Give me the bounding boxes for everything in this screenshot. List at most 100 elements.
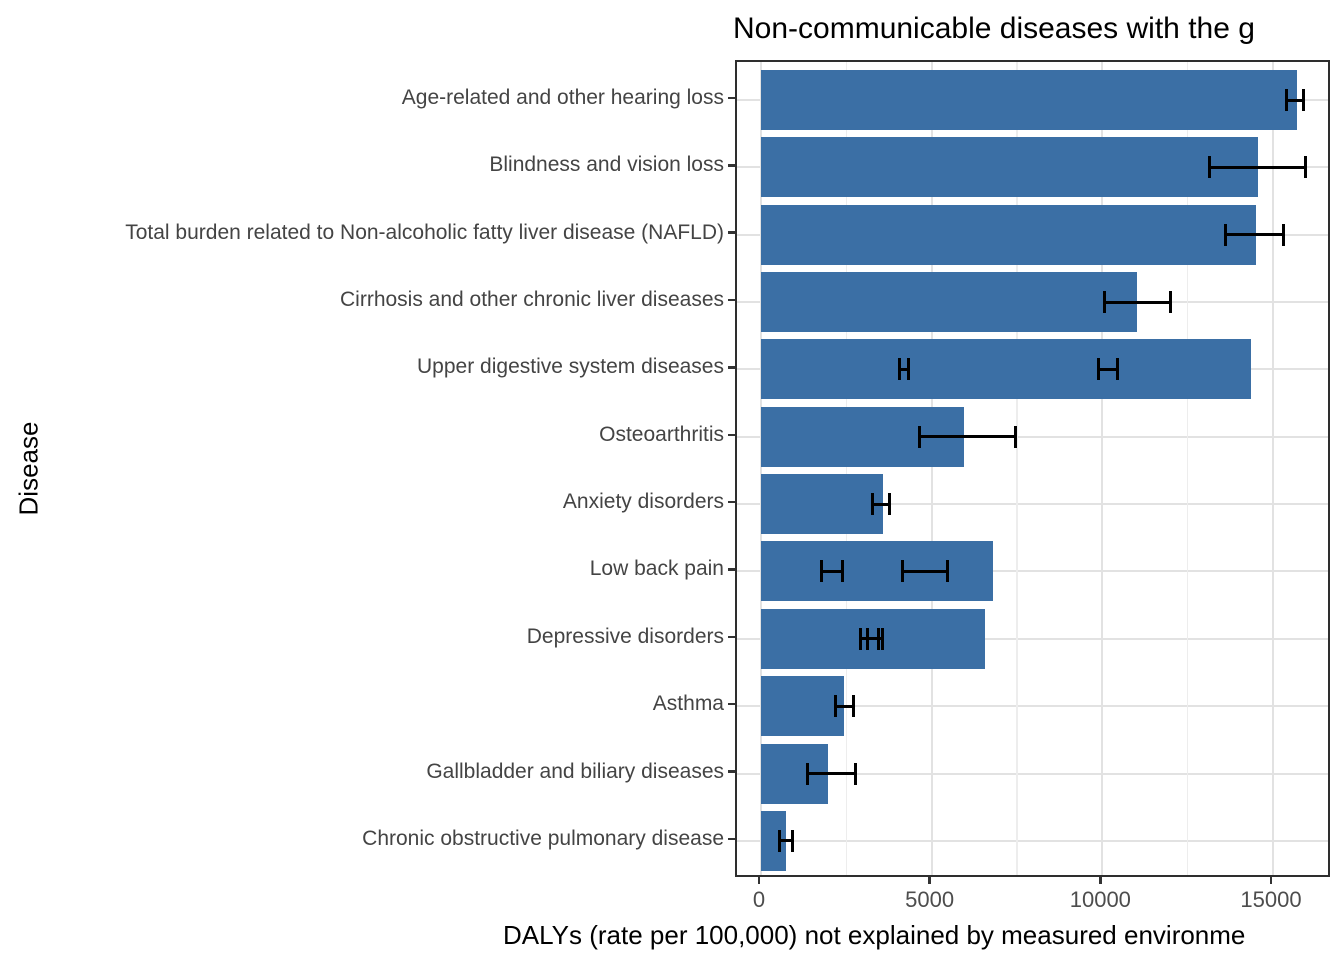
- x-tick: [757, 877, 761, 884]
- x-tick: [1099, 877, 1102, 884]
- bar: [761, 676, 845, 737]
- bar: [761, 272, 1138, 333]
- y-tick: [728, 568, 735, 571]
- y-tick: [728, 635, 735, 639]
- errorbar-cap-right: [906, 358, 910, 381]
- y-category-label: Depressive disorders: [526, 624, 724, 648]
- y-tick: [728, 837, 735, 841]
- errorbar-line: [1104, 300, 1171, 304]
- errorbar-cap-left: [805, 762, 809, 785]
- errorbar-line: [902, 569, 948, 573]
- errorbar-line: [867, 637, 883, 641]
- y-category-label: Low back pain: [589, 557, 724, 581]
- errorbar-cap-left: [871, 493, 875, 516]
- x-axis-title: DALYs (rate per 100,000) not explained b…: [503, 920, 1246, 950]
- errorbar-cap-right: [887, 493, 891, 516]
- errorbar-cap-left: [900, 560, 904, 583]
- y-category-label: Blindness and vision loss: [489, 153, 724, 177]
- y-tick: [728, 433, 735, 436]
- y-category-label: Upper digestive system diseases: [417, 355, 724, 379]
- h-gridline: [737, 503, 1328, 506]
- errorbar-line: [821, 569, 843, 573]
- errorbar-cap-left: [917, 425, 921, 448]
- y-category-label: Gallbladder and biliary diseases: [426, 759, 724, 783]
- errorbar-line: [835, 704, 854, 708]
- y-category-label: Total burden related to Non-alcoholic fa…: [125, 220, 724, 244]
- errorbar-cap-left: [865, 627, 869, 650]
- errorbar-cap-right: [945, 560, 949, 583]
- bar: [761, 70, 1297, 130]
- errorbar-line: [807, 772, 856, 775]
- errorbar-line: [872, 502, 890, 506]
- y-category-label: Anxiety disorders: [562, 490, 724, 514]
- errorbar-cap-left: [778, 829, 782, 852]
- v-gridline-minor: [1016, 62, 1018, 875]
- y-tick: [728, 500, 735, 504]
- errorbar-cap-left: [1102, 291, 1106, 314]
- y-category-label: Age-related and other hearing loss: [401, 86, 724, 109]
- errorbar-cap-left: [819, 560, 823, 583]
- errorbar-line: [899, 367, 909, 371]
- errorbar-cap-left: [1223, 223, 1227, 246]
- errorbar-line: [779, 839, 793, 843]
- h-gridline: [737, 570, 1328, 573]
- chart-title: Non-communicable diseases with the g: [733, 12, 1255, 45]
- bar: [761, 339, 1252, 400]
- v-gridline-major: [1272, 62, 1274, 875]
- y-tick: [728, 298, 735, 302]
- v-gridline-major: [930, 62, 933, 875]
- y-category-label: Osteoarthritis: [599, 422, 724, 446]
- y-tick: [728, 96, 735, 100]
- errorbar-cap-right: [1302, 89, 1306, 111]
- plot-panel: [735, 60, 1330, 877]
- bar: [761, 137, 1258, 198]
- errorbar-cap-left: [833, 695, 837, 718]
- x-tick-label: 10000: [1069, 887, 1131, 912]
- x-tick-label: 0: [752, 887, 766, 912]
- errorbar-line: [1209, 165, 1306, 169]
- h-gridline: [737, 772, 1328, 775]
- x-tick: [928, 877, 931, 884]
- errorbar-line: [919, 435, 1016, 439]
- errorbar-cap-left: [858, 627, 862, 650]
- v-gridline-minor: [1186, 62, 1189, 875]
- bar: [761, 204, 1256, 265]
- errorbar-cap-right: [1303, 156, 1307, 179]
- errorbar-line: [1286, 98, 1304, 102]
- y-tick: [728, 231, 735, 234]
- bar: [761, 541, 994, 602]
- errorbar-cap-right: [881, 627, 885, 650]
- bar: [761, 474, 883, 535]
- errorbar-cap-right: [790, 829, 794, 852]
- v-gridline-major: [760, 62, 762, 875]
- errorbar-cap-right: [851, 695, 855, 718]
- h-gridline: [737, 435, 1328, 438]
- errorbar-line: [1225, 233, 1284, 237]
- x-tick: [1269, 877, 1273, 884]
- errorbar-cap-right: [1014, 425, 1018, 448]
- x-tick-label: 5000: [905, 887, 955, 912]
- y-tick: [728, 770, 735, 773]
- y-tick: [728, 164, 735, 167]
- errorbar-cap-right: [1281, 223, 1285, 246]
- x-tick-label: 15000: [1240, 887, 1302, 912]
- y-category-label: Asthma: [652, 692, 724, 716]
- h-gridline: [737, 705, 1328, 708]
- errorbar-line: [1098, 367, 1118, 371]
- v-gridline-major: [1101, 62, 1104, 875]
- h-gridline: [737, 839, 1328, 842]
- y-category-label: Cirrhosis and other chronic liver diseas…: [340, 288, 724, 312]
- y-tick: [728, 366, 735, 369]
- errorbar-cap-right: [1169, 291, 1173, 314]
- v-gridline-minor: [845, 62, 848, 875]
- y-tick: [728, 702, 735, 706]
- errorbar-cap-right: [854, 762, 858, 785]
- h-gridline: [737, 637, 1328, 640]
- errorbar-cap-left: [1208, 156, 1212, 179]
- y-category-label: Chronic obstructive pulmonary disease: [362, 826, 724, 850]
- errorbar-cap-left: [1097, 358, 1101, 381]
- errorbar-cap-right: [840, 560, 844, 583]
- errorbar-cap-left: [898, 358, 902, 381]
- errorbar-cap-right: [1115, 358, 1119, 381]
